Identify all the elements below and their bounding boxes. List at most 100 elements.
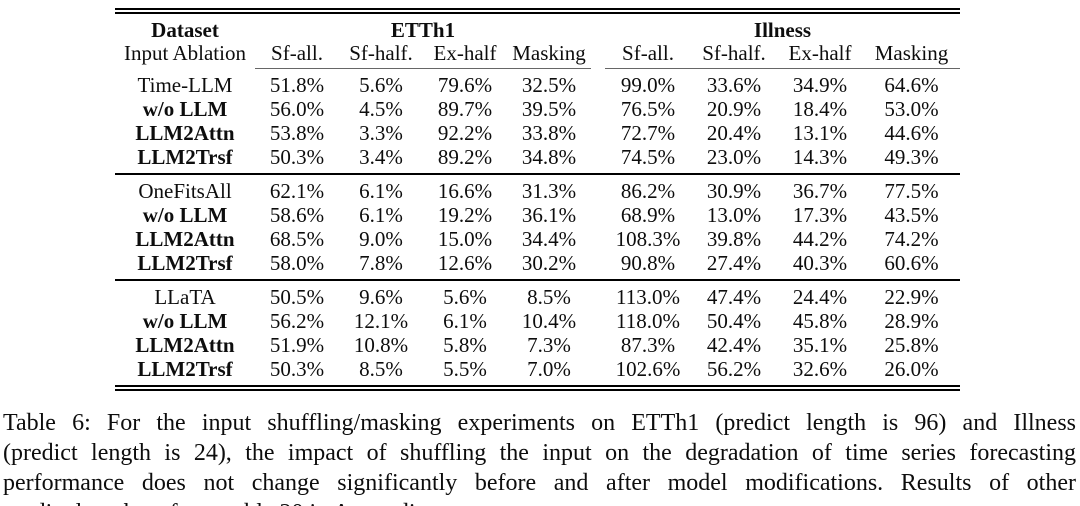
value-cell: 79.6% (437, 73, 493, 97)
value-cell: 7.0% (527, 357, 571, 381)
value-cell: 5.8% (443, 333, 487, 357)
value-cell: 51.9% (269, 333, 325, 357)
value-cell: 64.6% (884, 73, 939, 97)
value-cell: 58.0% (269, 251, 325, 275)
value-cell: 56.0% (269, 97, 325, 121)
value-cell: 14.3% (792, 145, 848, 169)
value-cell: 89.7% (437, 97, 493, 121)
value-cell: 9.6% (359, 285, 403, 309)
value-cell: 44.6% (884, 121, 939, 145)
value-cell: 26.0% (884, 357, 939, 381)
value-cell: 49.3% (884, 145, 939, 169)
subcol-header-sf-half: Sf-half. (691, 42, 777, 69)
value-cell: 90.8% (620, 251, 676, 275)
value-cell: 9.0% (359, 227, 403, 251)
table-header: Dataset ETTh1 Illness Input Ablation Sf-… (115, 11, 960, 69)
value-cell: 68.5% (269, 227, 325, 251)
value-cell: 12.6% (437, 251, 493, 275)
value-cell: 92.2% (437, 121, 493, 145)
value-cell: 39.5% (521, 97, 577, 121)
value-cell: 74.2% (884, 227, 939, 251)
value-cell: 30.9% (706, 179, 762, 203)
value-cell: 40.3% (792, 251, 848, 275)
value-cell: 24.4% (792, 285, 848, 309)
subcol-header-ex-half: Ex-half (423, 42, 507, 69)
value-cell: 53.0% (884, 97, 939, 121)
value-cell: 31.3% (521, 179, 577, 203)
value-cell: 30.2% (521, 251, 577, 275)
value-cell: 27.4% (706, 251, 762, 275)
table-row: w/o LLM 56.0% 4.5% 89.7% 39.5% 76.5% 20.… (115, 97, 960, 121)
value-cell: 34.4% (521, 227, 577, 251)
value-cell: 43.5% (884, 203, 939, 227)
value-cell: 13.0% (706, 203, 762, 227)
table-row: LLM2Trsf 50.3% 8.5% 5.5% 7.0% 102.6% 56.… (115, 357, 960, 388)
value-cell: 5.6% (359, 73, 403, 97)
value-cell: 39.8% (706, 227, 762, 251)
value-cell: 16.6% (437, 179, 493, 203)
value-cell: 10.4% (521, 309, 577, 333)
column-spacer (591, 227, 605, 251)
group-header-illness: Illness (753, 18, 812, 42)
table-block-onefitsall: OneFitsAll 62.1% 6.1% 16.6% 31.3% 86.2% … (115, 174, 960, 280)
value-cell: 89.2% (437, 145, 493, 169)
value-cell: 58.6% (269, 203, 325, 227)
value-cell: 50.4% (706, 309, 762, 333)
value-cell: 118.0% (616, 309, 680, 333)
table-caption: Table 6: For the input shuffling/masking… (3, 408, 1076, 506)
value-cell: 6.1% (443, 309, 487, 333)
value-cell: 56.2% (269, 309, 325, 333)
column-spacer (591, 42, 605, 69)
column-spacer (591, 145, 605, 174)
value-cell: 25.8% (884, 333, 939, 357)
row-label: w/o LLM (142, 309, 228, 333)
value-cell: 33.8% (521, 121, 577, 145)
value-cell: 42.4% (706, 333, 762, 357)
column-spacer (591, 309, 605, 333)
row-label: OneFitsAll (138, 179, 232, 203)
value-cell: 34.9% (792, 73, 848, 97)
value-cell: 3.3% (359, 121, 403, 145)
column-spacer (591, 174, 605, 203)
value-cell: 33.6% (706, 73, 762, 97)
value-cell: 17.3% (792, 203, 848, 227)
row-label: LLM2Attn (135, 333, 235, 357)
value-cell: 28.9% (884, 309, 939, 333)
row-label: LLM2Trsf (137, 145, 233, 169)
dataset-header: Dataset (151, 18, 219, 42)
subcol-header-masking: Masking (863, 42, 960, 69)
row-label: LLM2Trsf (137, 251, 233, 275)
table-row: Time-LLM 51.8% 5.6% 79.6% 32.5% 99.0% 33… (115, 69, 960, 98)
value-cell: 45.8% (792, 309, 848, 333)
caption-line: Table 6: For the input shuffling/masking… (3, 410, 1076, 436)
subcol-header-sf-half: Sf-half. (339, 42, 423, 69)
column-spacer (591, 280, 605, 309)
table-row: LLaTA 50.5% 9.6% 5.6% 8.5% 113.0% 47.4% … (115, 280, 960, 309)
value-cell: 32.5% (521, 73, 577, 97)
value-cell: 5.6% (443, 285, 487, 309)
table-row: w/o LLM 58.6% 6.1% 19.2% 36.1% 68.9% 13.… (115, 203, 960, 227)
value-cell: 19.2% (437, 203, 493, 227)
value-cell: 72.7% (620, 121, 676, 145)
value-cell: 36.1% (521, 203, 577, 227)
value-cell: 7.8% (359, 251, 403, 275)
paper-page: Dataset ETTh1 Illness Input Ablation Sf-… (0, 8, 1080, 506)
row-label: w/o LLM (142, 203, 228, 227)
value-cell: 12.1% (353, 309, 409, 333)
value-cell: 6.1% (359, 203, 403, 227)
row-label: LLM2Trsf (137, 357, 233, 381)
column-spacer (591, 251, 605, 280)
table-row: w/o LLM 56.2% 12.1% 6.1% 10.4% 118.0% 50… (115, 309, 960, 333)
value-cell: 62.1% (269, 179, 325, 203)
value-cell: 102.6% (615, 357, 681, 381)
value-cell: 5.5% (443, 357, 487, 381)
value-cell: 74.5% (620, 145, 676, 169)
row-label: LLaTA (154, 285, 216, 309)
value-cell: 15.0% (437, 227, 493, 251)
caption-line: performance does not change significantl… (3, 470, 1076, 496)
subcol-header-masking: Masking (507, 42, 591, 69)
table-row: LLM2Attn 68.5% 9.0% 15.0% 34.4% 108.3% 3… (115, 227, 960, 251)
value-cell: 51.8% (269, 73, 325, 97)
value-cell: 56.2% (706, 357, 762, 381)
value-cell: 32.6% (792, 357, 848, 381)
